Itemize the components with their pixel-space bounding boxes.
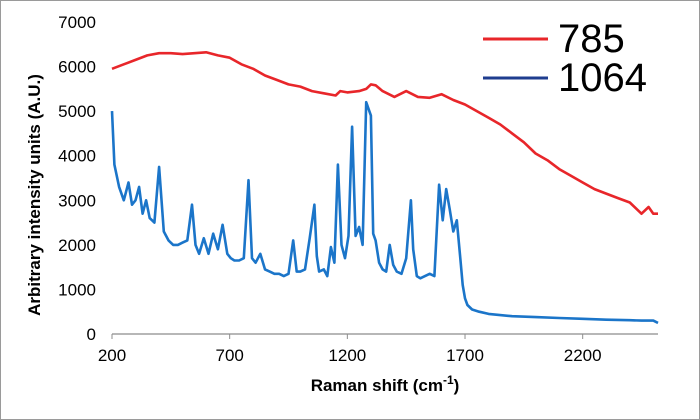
x-axis-title-tail: ) [454,376,460,395]
legend-label-785: 785 [558,17,625,61]
y-axis-ticks: 0 1000 2000 3000 4000 5000 6000 7000 [58,13,96,344]
y-tick-label: 0 [87,325,96,344]
x-tick-label: 700 [215,346,243,365]
x-axis-title-main: Raman shift (cm [311,376,443,395]
series-line-785 [111,50,658,215]
y-tick-label: 5000 [58,102,96,121]
series-line-1064 [110,100,659,325]
x-tick-label: 200 [98,346,126,365]
x-axis-ticks: 200 700 1200 1700 2200 [98,334,602,365]
y-tick-label: 4000 [58,147,96,166]
y-tick-label: 7000 [58,13,96,32]
y-axis-title: Arbitrary intensity units (A.U.) [25,74,44,316]
y-tick-label: 3000 [58,191,96,210]
x-axis-title-sup: -1 [443,373,454,387]
x-tick-label: 1700 [446,346,484,365]
y-tick-label: 6000 [58,58,96,77]
series-lines [110,50,659,325]
legend: 785 1064 [483,17,647,100]
x-axis-title: Raman shift (cm-1) [311,373,460,395]
legend-label-1064: 1064 [558,56,647,100]
y-tick-label: 1000 [58,280,96,299]
x-tick-label: 2200 [564,346,602,365]
y-tick-label: 2000 [58,236,96,255]
x-tick-label: 1200 [328,346,366,365]
